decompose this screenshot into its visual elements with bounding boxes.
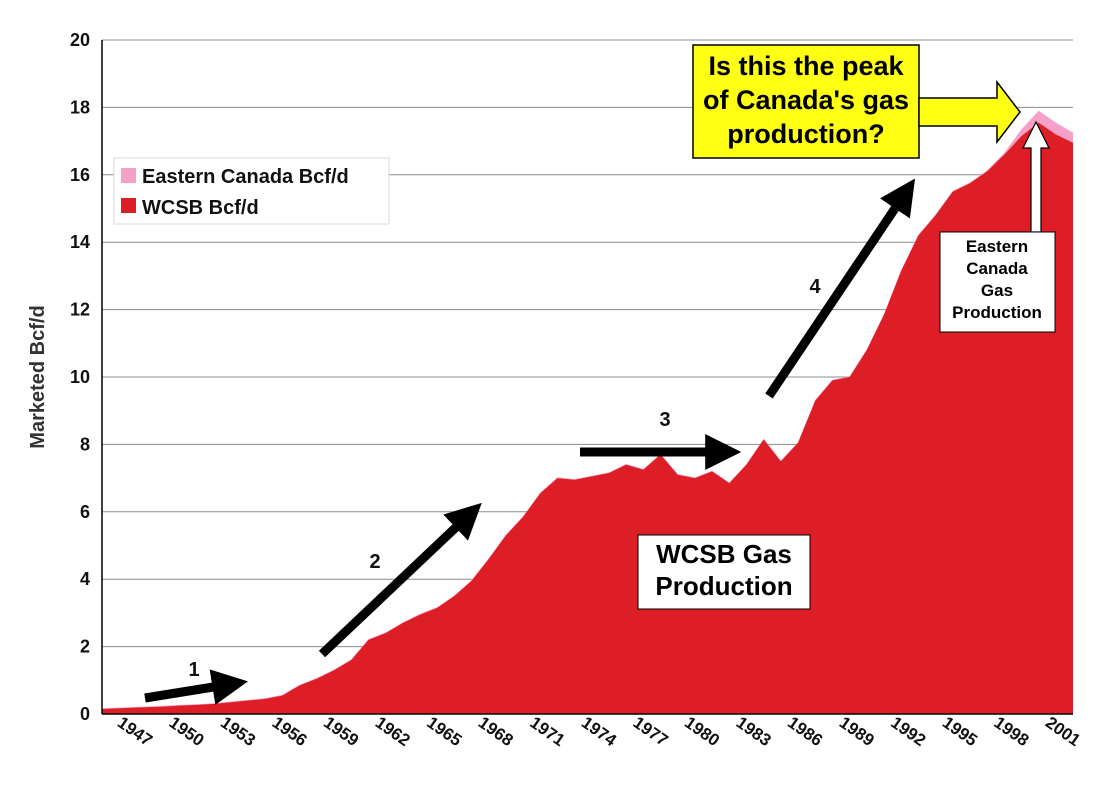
peak-question-line-2: of Canada's gas (703, 85, 909, 115)
trend-arrow-4 (765, 178, 916, 399)
trend-label-2: 2 (369, 551, 380, 573)
area-series (102, 110, 1073, 714)
x-tick-label: 1959 (320, 713, 362, 750)
y-tick-label: 14 (70, 232, 90, 252)
y-tick-label: 8 (80, 434, 90, 454)
eastern-canada-line-3: Gas (981, 281, 1013, 300)
y-tick-label: 0 (80, 704, 90, 724)
x-tick-label: 1989 (836, 713, 878, 750)
x-tick-label: 1977 (630, 713, 672, 750)
x-tick-label: 1968 (475, 713, 517, 750)
peak-question-callout: Is this the peak of Canada's gas product… (692, 44, 1021, 159)
trend-label-3: 3 (659, 409, 670, 431)
x-tick-label: 1956 (269, 713, 311, 750)
eastern-canada-line-1: Eastern (966, 237, 1028, 256)
legend-label-wcsb: WCSB Bcf/d (142, 197, 259, 219)
x-tick-label: 1950 (166, 713, 208, 750)
x-tick-label: 1962 (372, 713, 414, 750)
x-tick-label: 1971 (526, 713, 568, 750)
axes (101, 40, 1073, 715)
x-tick-label: 1998 (990, 713, 1032, 750)
y-tick-label: 4 (80, 569, 90, 589)
eastern-canada-callout: Eastern Canada Gas Production (939, 120, 1056, 333)
wcsb-label-line-2: Production (655, 571, 792, 601)
x-tick-label: 1965 (423, 713, 465, 750)
x-tick-label: 1980 (681, 713, 723, 750)
eastern-canada-line-2: Canada (966, 259, 1028, 278)
y-tick-label: 10 (70, 367, 90, 387)
trend-label-1: 1 (188, 659, 199, 681)
eastern-canada-box (939, 231, 1056, 333)
wcsb-label-box (637, 534, 811, 610)
y-tick-label: 6 (80, 502, 90, 522)
y-tick-label: 20 (70, 30, 90, 50)
gridlines (102, 39, 1073, 648)
x-tick-label: 1983 (733, 713, 775, 750)
x-tick-label: 1995 (939, 713, 981, 750)
trend-label-4: 4 (809, 276, 821, 298)
y-axis-label: Marketed Bcf/d (27, 305, 49, 448)
y-tick-labels: 0 2 4 6 8 10 12 14 16 18 20 (70, 30, 90, 724)
trend-arrow-2 (318, 502, 482, 658)
x-tick-label: 1986 (784, 713, 826, 750)
x-tick-label: 1947 (114, 713, 156, 750)
peak-question-arrow (918, 79, 1021, 145)
x-tick-label: 2001 (1042, 713, 1084, 750)
y-tick-label: 12 (70, 300, 90, 320)
legend-swatch-wcsb (121, 198, 136, 213)
wcsb-area-label: WCSB Gas Production (637, 534, 811, 610)
wcsb-label-line-1: WCSB Gas (656, 539, 792, 569)
legend-label-eastern: Eastern Canada Bcf/d (142, 166, 349, 188)
peak-question-line-1: Is this the peak (708, 51, 904, 81)
x-tick-labels: 1947 1950 1953 1956 1959 1962 1965 1968 1971 1974… (114, 713, 1084, 751)
trend-arrow-1 (144, 669, 248, 705)
eastern-canada-arrow (1022, 120, 1050, 233)
x-tick-label: 1992 (887, 713, 929, 750)
y-tick-label: 2 (80, 637, 90, 657)
trend-arrows: 1 2 3 4 (144, 178, 916, 705)
peak-question-box (692, 44, 920, 159)
area-wcsb-bcf-d (102, 122, 1073, 714)
eastern-canada-line-4: Production (952, 303, 1042, 322)
x-tick-label: 1953 (217, 713, 259, 750)
legend: Eastern Canada Bcf/d WCSB Bcf/d (113, 157, 390, 225)
legend-frame (113, 157, 390, 225)
y-tick-label: 16 (70, 165, 90, 185)
peak-question-line-3: production? (727, 119, 884, 149)
y-tick-label: 18 (70, 97, 90, 117)
x-tick-label: 1974 (578, 713, 620, 751)
legend-swatch-eastern (121, 168, 136, 183)
